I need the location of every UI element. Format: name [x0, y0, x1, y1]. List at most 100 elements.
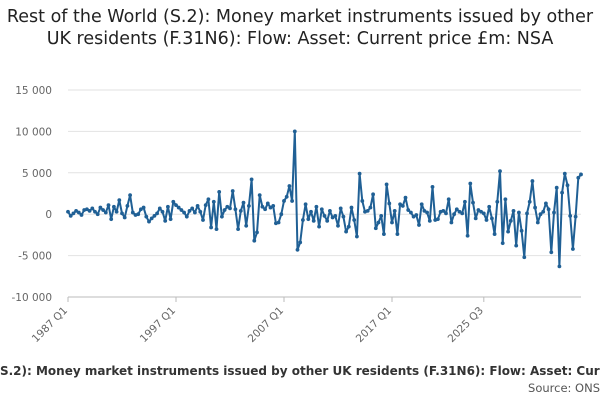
- x-axis-tick-labels: 1987 Q1 1997 Q1 2007 Q1 2017 Q1 2025 Q3: [30, 305, 486, 345]
- chart-title: Rest of the World (S.2): Money market in…: [6, 7, 594, 49]
- data-point: [346, 224, 351, 229]
- data-point: [112, 204, 116, 209]
- data-point: [238, 208, 243, 213]
- data-point: [244, 223, 249, 228]
- data-point: [279, 212, 284, 217]
- data-point: [325, 218, 330, 223]
- data-point: [371, 192, 375, 197]
- data-point: [98, 205, 103, 210]
- data-point: [117, 198, 122, 203]
- data-point: [144, 214, 149, 219]
- data-point: [90, 206, 95, 211]
- data-point: [349, 205, 354, 210]
- data-point: [184, 214, 189, 219]
- source-label: Source: ONS: [528, 381, 600, 395]
- data-point: [190, 206, 195, 211]
- data-point: [295, 247, 300, 252]
- data-point: [392, 208, 397, 213]
- data-point: [220, 214, 224, 219]
- data-point: [276, 220, 281, 225]
- data-point: [193, 210, 197, 215]
- data-point: [255, 230, 259, 235]
- data-point: [211, 199, 216, 204]
- data-point: [136, 212, 141, 217]
- data-point: [357, 171, 362, 176]
- data-point: [241, 200, 246, 205]
- data-point: [163, 218, 168, 223]
- data-point: [171, 199, 176, 204]
- data-point: [222, 208, 227, 212]
- data-point: [449, 220, 454, 225]
- data-point: [554, 185, 559, 190]
- data-point: [465, 233, 470, 238]
- data-point: [282, 199, 286, 203]
- data-point: [500, 241, 505, 246]
- data-point: [495, 199, 500, 204]
- data-point: [508, 218, 513, 223]
- data-point: [409, 210, 413, 215]
- data-point: [309, 209, 313, 214]
- data-point: [552, 210, 556, 215]
- data-point: [468, 181, 473, 186]
- data-point: [179, 208, 184, 212]
- data-point: [249, 177, 254, 182]
- data-point: [403, 195, 408, 200]
- data-point: [373, 226, 378, 231]
- data-point: [419, 202, 424, 207]
- data-point: [336, 223, 340, 228]
- data-point: [460, 211, 465, 216]
- data-point: [101, 208, 105, 212]
- data-point: [95, 212, 100, 217]
- data-point: [446, 197, 451, 202]
- y-axis-tick-labels: 15 000 10 000 5 000 0 -5 000 -10 000: [11, 85, 52, 304]
- data-point: [511, 208, 516, 213]
- data-point: [535, 220, 540, 225]
- data-point: [444, 211, 448, 216]
- data-point: [487, 204, 492, 209]
- data-point: [252, 238, 257, 243]
- data-point: [549, 250, 554, 255]
- data-point: [506, 229, 510, 234]
- data-point: [271, 204, 276, 208]
- data-point: [525, 211, 529, 216]
- data-point: [560, 190, 564, 195]
- data-point: [66, 209, 70, 214]
- x-tick-label: 2007 Q1: [246, 305, 286, 345]
- data-point: [573, 214, 578, 219]
- data-point: [490, 216, 494, 221]
- data-point: [314, 204, 319, 209]
- data-point: [71, 211, 76, 216]
- data-point: [463, 199, 467, 204]
- data-point: [376, 220, 381, 225]
- data-point: [414, 213, 419, 217]
- x-tick-label: 2017 Q1: [354, 305, 394, 345]
- data-point: [492, 232, 497, 236]
- data-point: [195, 204, 200, 208]
- data-point: [209, 225, 214, 230]
- data-point: [368, 205, 373, 210]
- data-point: [514, 243, 519, 248]
- data-point: [546, 207, 551, 212]
- data-point: [68, 213, 73, 218]
- data-point: [338, 206, 343, 211]
- data-point: [430, 184, 435, 189]
- data-point: [301, 218, 305, 222]
- data-point: [247, 204, 251, 208]
- data-point: [541, 209, 546, 214]
- data-point: [319, 207, 324, 212]
- data-point: [341, 214, 346, 219]
- data-point: [130, 210, 135, 215]
- data-point: [522, 255, 527, 260]
- y-tick-label: 10 000: [15, 126, 52, 138]
- data-point: [328, 208, 332, 213]
- data-point: [114, 209, 119, 214]
- data-point: [544, 201, 548, 206]
- x-tick-label: 2025 Q3: [446, 305, 486, 345]
- data-point: [201, 218, 205, 222]
- grid-lines: [68, 89, 581, 298]
- data-point: [155, 211, 160, 216]
- data-point: [217, 189, 222, 194]
- data-point: [498, 169, 502, 174]
- data-point: [168, 217, 173, 222]
